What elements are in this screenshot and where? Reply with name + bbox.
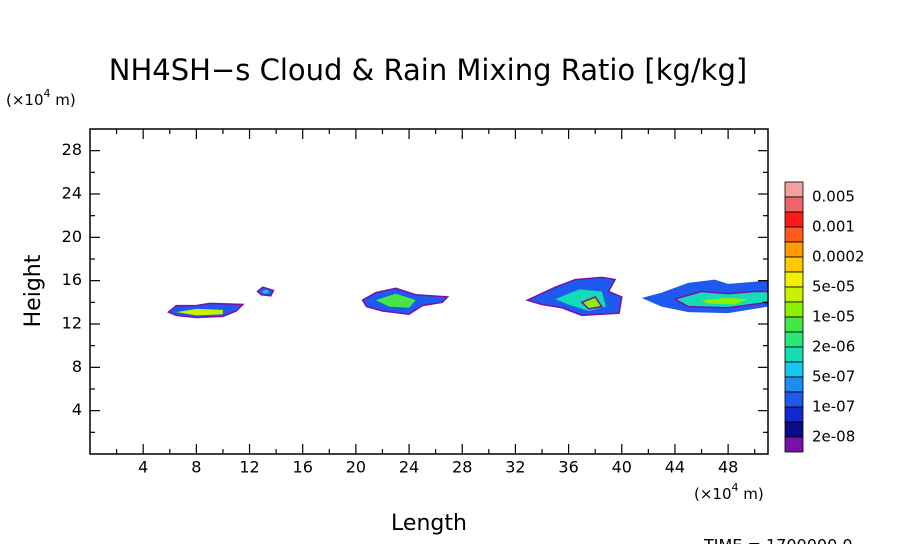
- footer: TIME = 1700000.0: [703, 536, 853, 544]
- axes-frame: [89, 128, 769, 455]
- colorbar-label: 2e-06: [812, 338, 855, 356]
- x-tick-label: 32: [505, 458, 525, 477]
- y-tick-label: 28: [62, 140, 82, 159]
- chart-title: NH4SH−s Cloud & Rain Mixing Ratio [kg/kg…: [109, 53, 747, 87]
- x-axis-label: Length: [391, 511, 467, 536]
- x-tick-label: 4: [138, 458, 148, 477]
- contour-region: [580, 295, 604, 310]
- x-tick-label: 40: [612, 458, 632, 477]
- y-unit-suffix: m): [51, 91, 76, 109]
- y-tick-label: 12: [62, 314, 82, 333]
- regions: [166, 276, 768, 319]
- colorbar-box: [784, 226, 804, 243]
- x-tick-label: 8: [191, 458, 201, 477]
- y-tick-label: 4: [72, 400, 82, 419]
- colorbar-box: [784, 391, 804, 408]
- colorbar-label: 0.001: [812, 218, 855, 236]
- colorbar-box: [784, 241, 804, 258]
- contour-region: [375, 293, 416, 308]
- y-axis-label: Height: [21, 254, 46, 327]
- contour-region: [176, 308, 223, 316]
- x-tick-label: 44: [665, 458, 685, 477]
- colorbar-box: [784, 211, 804, 228]
- colorbar-label: 5e-05: [812, 278, 855, 296]
- contour-region: [261, 289, 270, 294]
- colorbar-box: [784, 406, 804, 423]
- x-tick-label: 28: [452, 458, 472, 477]
- y-tick-label: 20: [62, 227, 82, 246]
- x-tick-label: 24: [399, 458, 419, 477]
- contour-region: [701, 298, 749, 305]
- x-tick-label: 20: [346, 458, 366, 477]
- colorbar-box: [784, 436, 804, 453]
- plot-area: [166, 276, 768, 319]
- y-tick-label: 8: [72, 357, 82, 376]
- colorbar-box: [784, 421, 804, 438]
- x-tick-label: 12: [239, 458, 259, 477]
- colorbar-label: 2e-08: [812, 428, 855, 446]
- colorbar-box: [784, 181, 804, 198]
- colorbar-box: [784, 361, 804, 378]
- y-unit-exponent: 4: [44, 87, 51, 100]
- y-tick-label: 24: [62, 184, 82, 203]
- colorbar-box: [784, 346, 804, 363]
- colorbar-box: [784, 286, 804, 303]
- y-tick-label: 16: [62, 270, 82, 289]
- colorbar-box: [784, 376, 804, 393]
- colorbar-label: 1e-07: [812, 398, 855, 416]
- x-unit-suffix: m): [739, 485, 764, 503]
- colorbar-label: 5e-07: [812, 368, 855, 386]
- x-unit-exponent: 4: [732, 481, 739, 494]
- colorbar-box: [784, 331, 804, 348]
- colorbar-label: 0.0002: [812, 248, 865, 266]
- colorbar-box: [784, 316, 804, 333]
- y-unit-prefix: (×10: [6, 91, 44, 109]
- colorbar-box: [784, 271, 804, 288]
- colorbar-label: 0.005: [812, 188, 855, 206]
- x-unit: (×104 m): [694, 481, 764, 503]
- y-unit: (×104 m): [6, 87, 76, 109]
- x-tick-label: 16: [293, 458, 313, 477]
- colorbar-box: [784, 196, 804, 213]
- x-tick-label: 48: [718, 458, 738, 477]
- colorbar-label: 1e-05: [812, 308, 855, 326]
- x-unit-prefix: (×10: [694, 485, 732, 503]
- colorbar-box: [784, 301, 804, 318]
- colorbar-box: [784, 256, 804, 273]
- x-tick-label: 36: [558, 458, 578, 477]
